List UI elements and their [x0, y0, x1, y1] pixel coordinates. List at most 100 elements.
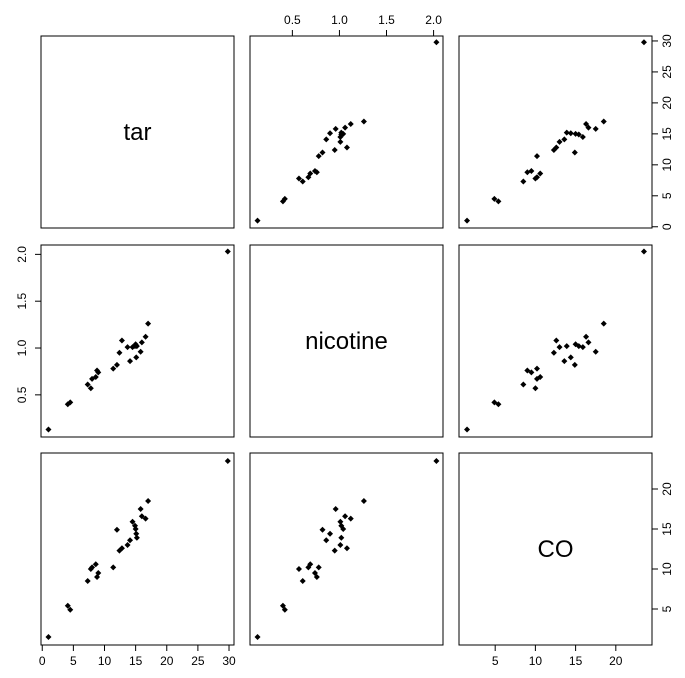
point-CO-vs-nicotine-9: [338, 522, 345, 529]
points-layer: [45, 39, 647, 640]
point-tar-vs-CO-21: [520, 178, 527, 185]
point-tar-vs-nicotine-14: [311, 168, 318, 175]
point-tar-vs-nicotine-21: [299, 178, 306, 185]
point-nicotine-vs-CO-18: [592, 348, 599, 355]
right-tick-label-CO-1: 10: [660, 562, 674, 576]
point-tar-vs-nicotine-22: [307, 170, 314, 177]
right-tick-label-tar-0: 0: [660, 223, 674, 230]
panel-CO-nicotine: [249, 452, 444, 646]
point-tar-vs-CO-13: [534, 153, 541, 160]
right-tick-label-CO-3: 20: [660, 482, 674, 496]
variable-label-CO: CO: [538, 536, 574, 563]
point-nicotine-vs-CO-0: [561, 358, 568, 365]
point-CO-vs-tar-13: [110, 564, 117, 571]
point-CO-vs-tar-21: [84, 578, 91, 584]
point-nicotine-vs-CO-20: [579, 344, 586, 351]
point-nicotine-vs-CO-21: [520, 381, 527, 388]
right-tick-label-tar-1: 5: [660, 192, 674, 199]
point-tar-vs-CO-16: [600, 118, 607, 125]
point-tar-vs-CO-11: [567, 130, 574, 137]
point-nicotine-vs-CO-13: [534, 365, 541, 372]
bottom-tick-label-CO-1: 10: [529, 654, 543, 668]
point-CO-vs-nicotine-0: [323, 537, 330, 544]
point-CO-vs-tar-19: [67, 606, 74, 613]
point-tar-vs-nicotine-11: [327, 130, 334, 137]
point-tar-vs-nicotine-16: [360, 118, 367, 125]
point-nicotine-vs-CO-16: [600, 320, 607, 327]
point-nicotine-vs-CO-10: [556, 344, 563, 351]
point-CO-vs-nicotine-23: [338, 534, 345, 541]
point-nicotine-vs-tar-2: [224, 248, 231, 255]
point-CO-vs-nicotine-16: [360, 498, 367, 504]
point-nicotine-vs-tar-20: [129, 344, 136, 351]
point-tar-vs-CO-24: [571, 149, 578, 156]
bottom-tick-label-CO-3: 20: [609, 654, 623, 668]
point-tar-vs-CO-8: [583, 120, 590, 127]
point-CO-vs-nicotine-21: [299, 578, 306, 584]
point-CO-vs-nicotine-22: [307, 561, 314, 568]
point-tar-vs-nicotine-8: [347, 120, 354, 127]
point-nicotine-vs-CO-14: [528, 369, 535, 376]
point-tar-vs-CO-20: [579, 133, 586, 140]
point-tar-vs-nicotine-15: [254, 217, 261, 224]
point-nicotine-vs-CO-23: [563, 343, 570, 350]
point-CO-vs-nicotine-10: [337, 542, 344, 548]
point-tar-vs-CO-22: [537, 170, 544, 177]
point-tar-vs-nicotine-13: [315, 153, 322, 160]
point-nicotine-vs-tar-18: [137, 348, 144, 355]
point-nicotine-vs-tar-22: [92, 374, 99, 381]
point-tar-vs-CO-4: [495, 198, 502, 205]
point-CO-vs-tar-2: [224, 458, 231, 464]
panel-CO-CO: [458, 452, 653, 646]
bottom-tick-label-tar-3: 15: [129, 654, 143, 668]
point-nicotine-vs-tar-7: [116, 349, 123, 356]
point-tar-vs-CO-17: [553, 144, 560, 151]
point-tar-vs-nicotine-17: [343, 144, 350, 151]
point-CO-vs-tar-18: [137, 506, 144, 512]
point-tar-vs-nicotine-2: [433, 39, 440, 46]
point-CO-vs-nicotine-8: [347, 515, 354, 522]
point-nicotine-vs-tar-11: [133, 354, 140, 361]
left-tick-label-nicotine-2: 1.5: [15, 293, 29, 310]
point-nicotine-vs-tar-0: [127, 358, 134, 365]
top-tick-label-nicotine-0: 0.5: [284, 13, 301, 27]
point-tar-vs-CO-10: [556, 138, 563, 145]
point-nicotine-vs-CO-1: [585, 339, 592, 346]
point-CO-vs-tar-24: [113, 526, 120, 533]
point-nicotine-vs-CO-12: [532, 385, 539, 392]
point-tar-vs-nicotine-18: [332, 125, 339, 132]
left-tick-label-nicotine-0: 0.5: [15, 386, 29, 403]
point-CO-vs-tar-4: [64, 602, 71, 609]
point-CO-vs-nicotine-12: [295, 566, 302, 572]
point-nicotine-vs-tar-17: [118, 337, 125, 344]
point-CO-vs-tar-1: [138, 513, 145, 520]
bottom-tick-label-tar-4: 20: [160, 654, 174, 668]
point-nicotine-vs-tar-23: [133, 343, 140, 350]
point-tar-vs-CO-12: [532, 175, 539, 182]
right-tick-label-tar-4: 20: [660, 96, 674, 110]
point-CO-vs-nicotine-11: [327, 530, 334, 537]
point-nicotine-vs-tar-21: [84, 381, 91, 388]
point-nicotine-vs-CO-24: [571, 361, 578, 368]
point-tar-vs-nicotine-12: [295, 175, 302, 182]
point-nicotine-vs-tar-1: [138, 339, 145, 346]
top-tick-label-nicotine-1: 1.0: [331, 13, 348, 27]
top-tick-label-nicotine-2: 1.5: [378, 13, 395, 27]
bottom-tick-label-CO-0: 5: [492, 654, 499, 668]
point-nicotine-vs-CO-2: [640, 248, 647, 255]
point-tar-vs-CO-14: [528, 168, 535, 175]
point-CO-vs-nicotine-24: [319, 526, 326, 533]
point-CO-vs-nicotine-18: [332, 506, 339, 512]
point-tar-vs-nicotine-19: [281, 195, 288, 202]
point-CO-vs-nicotine-7: [331, 547, 338, 554]
panel-nicotine-nicotine: [249, 244, 444, 438]
point-nicotine-vs-tar-19: [67, 399, 74, 406]
right-tick-label-tar-2: 10: [660, 158, 674, 172]
point-CO-vs-nicotine-15: [254, 634, 261, 640]
bottom-tick-label-tar-6: 30: [222, 654, 236, 668]
point-nicotine-vs-CO-9: [575, 343, 582, 350]
point-CO-vs-tar-12: [87, 566, 94, 572]
panels-layer: [40, 35, 653, 646]
point-CO-vs-nicotine-13: [315, 564, 322, 571]
